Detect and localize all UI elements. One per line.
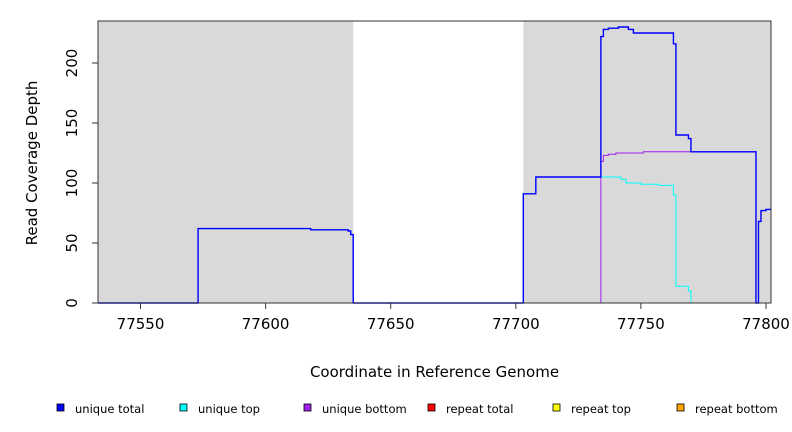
x-tick-label: 77650: [367, 315, 415, 333]
x-tick-label: 77700: [492, 315, 540, 333]
legend-label: repeat total: [446, 402, 513, 416]
legend-label: repeat top: [571, 402, 631, 416]
y-tick-label: 50: [63, 233, 81, 252]
y-axis-label: Read Coverage Depth: [23, 81, 41, 246]
legend-item-unique-total: unique total: [56, 402, 144, 416]
x-tick-label: 77750: [617, 315, 665, 333]
legend-swatch: [303, 403, 312, 412]
legend-item-repeat-bottom: repeat bottom: [676, 402, 778, 416]
series-line-unique-total: [98, 26, 771, 304]
legend-label: unique top: [198, 402, 260, 416]
x-tick-label: 77550: [117, 315, 165, 333]
legend-swatch: [676, 403, 685, 412]
y-tick-label: 200: [63, 49, 81, 78]
legend-item-repeat-top: repeat top: [552, 402, 631, 416]
legend-swatch: [427, 403, 436, 412]
shaded-region-1: [523, 21, 771, 303]
legend-item-repeat-total: repeat total: [427, 402, 513, 416]
legend-label: unique bottom: [322, 402, 407, 416]
legend-swatch: [179, 403, 188, 412]
x-tick-label: 77800: [742, 315, 790, 333]
legend-item-unique-bottom: unique bottom: [303, 402, 407, 416]
x-axis-label: Coordinate in Reference Genome: [310, 363, 559, 381]
x-tick-label: 77600: [242, 315, 290, 333]
legend-item-unique-top: unique top: [179, 402, 260, 416]
y-tick-label: 150: [63, 109, 81, 138]
y-tick-label: 0: [63, 298, 81, 308]
y-tick-label: 100: [63, 169, 81, 198]
legend-label: repeat bottom: [695, 402, 778, 416]
legend-swatch: [552, 403, 561, 412]
legend-label: unique total: [75, 402, 144, 416]
shaded-region-0: [98, 21, 354, 303]
legend-swatch: [56, 403, 65, 412]
